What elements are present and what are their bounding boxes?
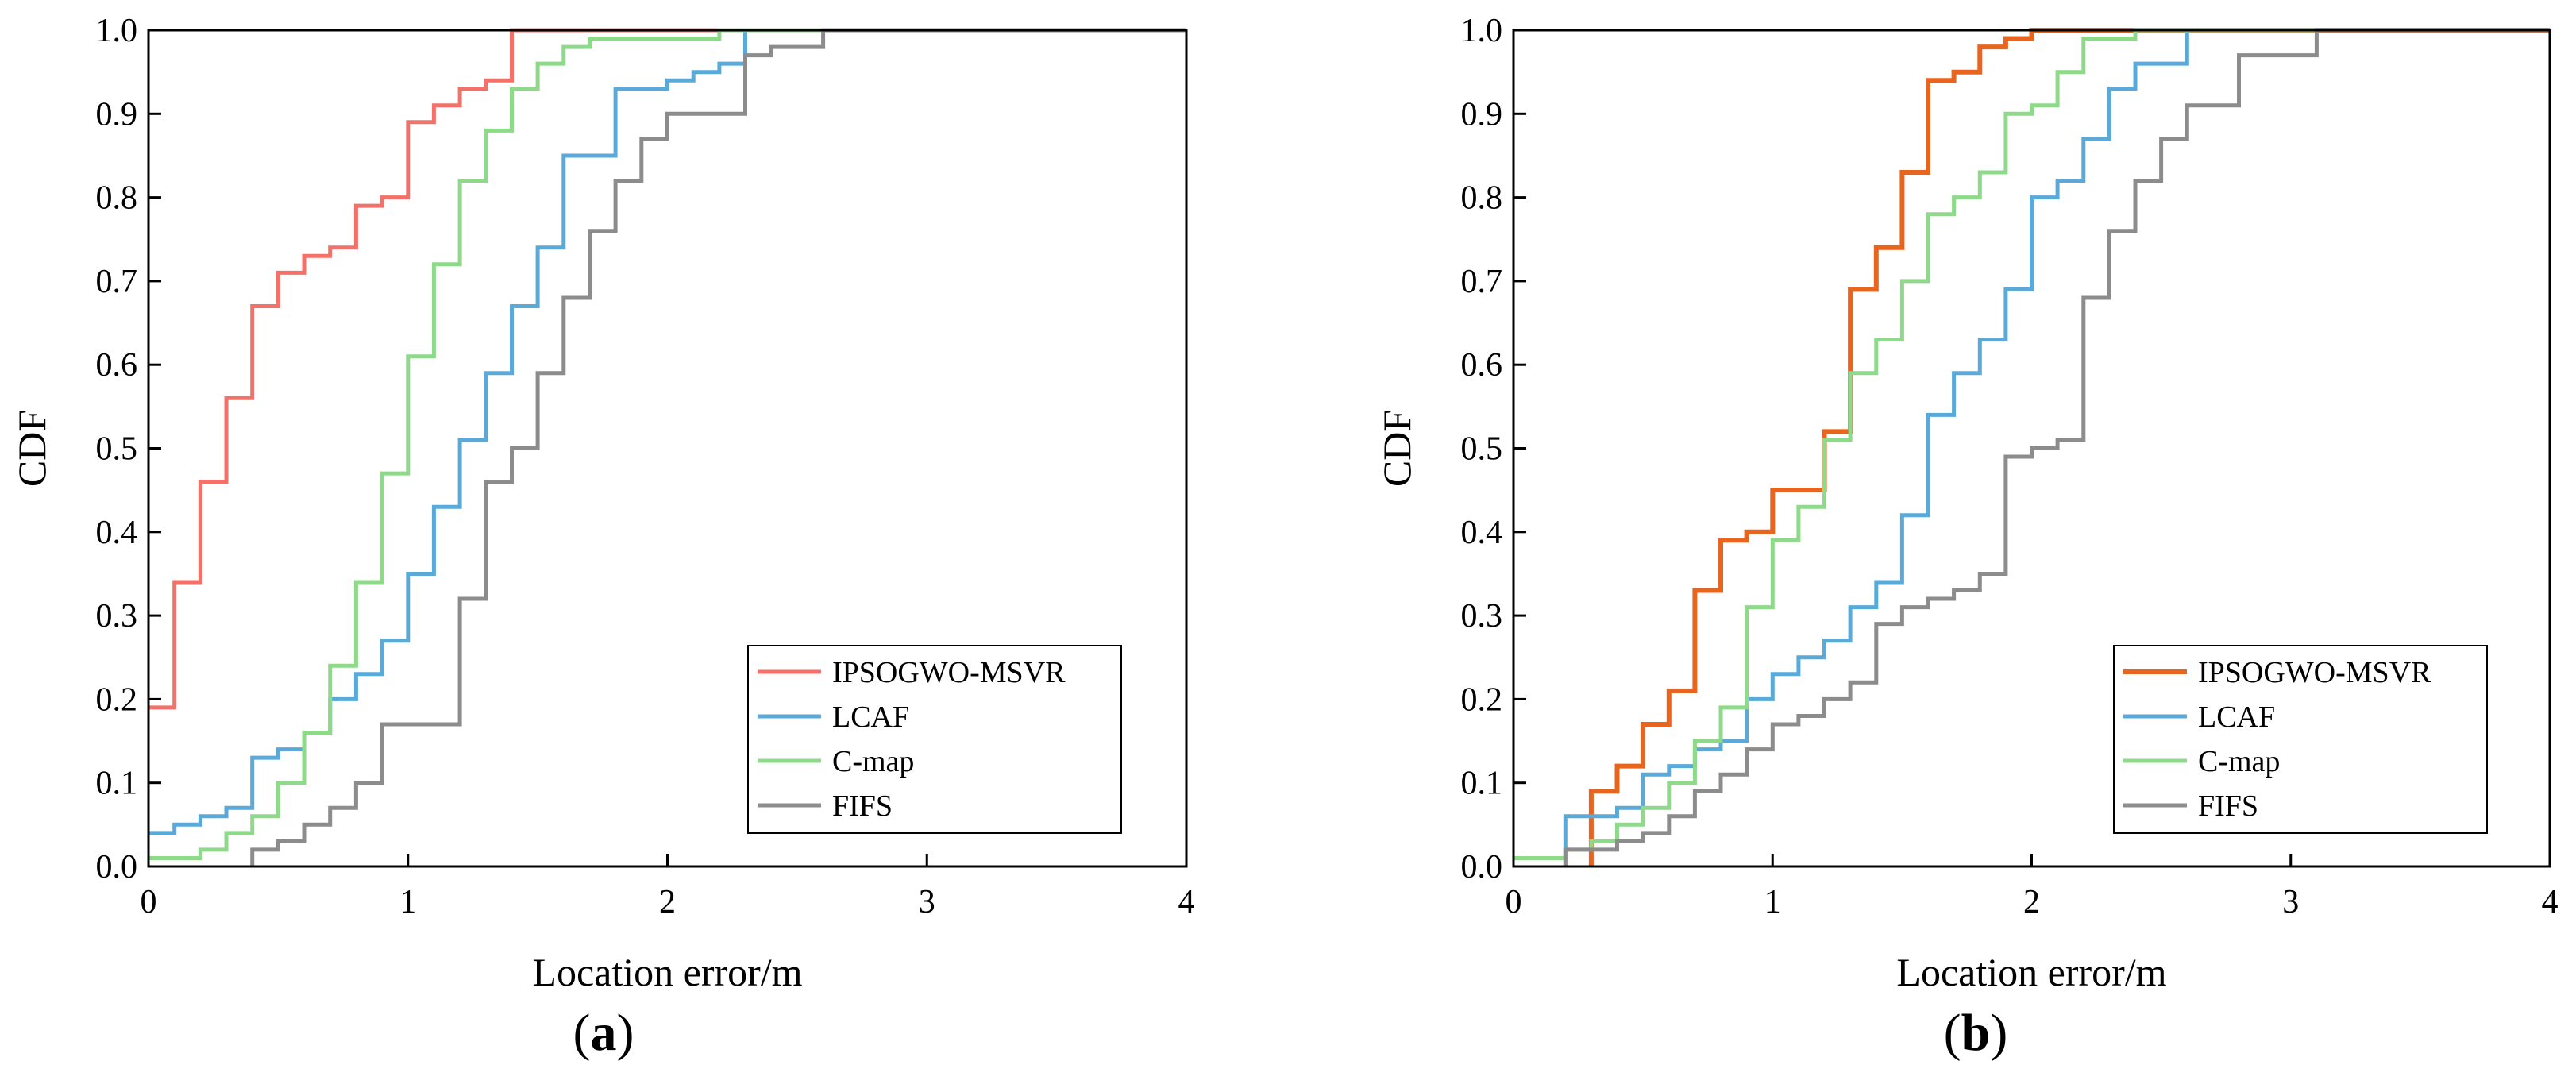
x-tick-label: 4 [1178,884,1195,920]
x-axis: 0 1 2 3 4 [141,854,1195,920]
legend: IPSOGWO-MSVR LCAF C-map FIFS [2113,645,2488,834]
y-tick-label: 0.1 [1461,766,1503,802]
legend-entry-label: C-map [2198,745,2280,778]
x-tick-label: 1 [1764,884,1781,920]
y-tick-label: 0.4 [96,515,138,551]
y-tick-label: 0.1 [96,766,138,802]
series-group [1514,28,2550,866]
legend-box [747,645,1122,834]
panel-label: (b) [1944,1004,2008,1062]
y-tick-label: 0.6 [96,347,138,384]
series-line-fifs [250,28,1186,866]
y-axis: 0.0 0.1 0.2 0.3 0.4 0.5 0.6 0.7 0.8 0.9 1.0 [96,13,161,886]
legend-entry-label: IPSOGWO-MSVR [2198,656,2431,689]
y-tick-label: 0.2 [96,681,138,718]
legend-entry-label: C-map [832,745,914,778]
legend-entry-label: FIFS [832,789,893,823]
series-line-lcaf [1563,28,2550,866]
y-tick-label: 0.5 [1461,431,1503,468]
x-tick-label: 0 [141,884,157,920]
legend-entry-label: LCAF [832,700,909,734]
x-axis-title: Location error/m [532,950,802,994]
legend-entry-label: LCAF [2198,700,2275,734]
y-tick-label: 0.0 [1461,849,1503,886]
y-tick-label: 0.4 [1461,515,1503,551]
series-line-c-map [1514,28,2550,860]
x-tick-label: 4 [2542,884,2559,920]
y-tick-label: 0.3 [96,598,138,635]
x-tick-label: 3 [919,884,935,920]
y-tick-label: 0.6 [1461,347,1503,384]
series-line-c-map [148,28,1186,860]
series-line-fifs [1563,28,2550,866]
x-tick-label: 0 [1506,884,1522,920]
x-tick-label: 2 [2023,884,2040,920]
x-axis-title: Location error/m [1896,950,2166,994]
y-tick-label: 1.0 [96,13,138,49]
x-tick-label: 3 [2282,884,2299,920]
x-axis: 0 1 2 3 4 [1506,854,2559,920]
y-axis: 0.0 0.1 0.2 0.3 0.4 0.5 0.6 0.7 0.8 0.9 1.0 [1461,13,1526,886]
y-tick-label: 0.7 [1461,264,1503,300]
y-tick-label: 0.8 [96,180,138,217]
chart-panel-a: 0.0 0.1 0.2 0.3 0.4 0.5 0.6 0.7 0.8 0.9 1.0 0 1 2 3 4 Lo… [10,13,1195,1062]
x-tick-label: 1 [399,884,416,920]
y-tick-label: 0.3 [1461,598,1503,635]
y-tick-label: 0.5 [96,431,138,468]
x-tick-label: 2 [659,884,676,920]
y-axis-title: CDF [1375,410,1419,487]
y-tick-label: 0.7 [96,264,138,300]
series-group [148,28,1186,866]
y-tick-label: 0.0 [96,849,138,886]
y-axis-title: CDF [10,410,54,487]
y-tick-label: 0.9 [96,96,138,133]
panel-label: (a) [573,1004,634,1062]
legend-entry-label: FIFS [2198,789,2258,823]
legend-box [2113,645,2488,834]
y-tick-label: 0.9 [1461,96,1503,133]
y-tick-label: 1.0 [1461,13,1503,49]
series-line-ipsogwo-msvr [148,28,1186,710]
legend-entry-label: IPSOGWO-MSVR [832,656,1066,689]
series-line-lcaf [148,28,1186,835]
y-tick-label: 0.8 [1461,180,1503,217]
chart-panel-b: 0.0 0.1 0.2 0.3 0.4 0.5 0.6 0.7 0.8 0.9 1.0 0 1 2 3 4 Lo… [1375,13,2559,1062]
legend: IPSOGWO-MSVR LCAF C-map FIFS [747,645,1122,834]
y-tick-label: 0.2 [1461,681,1503,718]
